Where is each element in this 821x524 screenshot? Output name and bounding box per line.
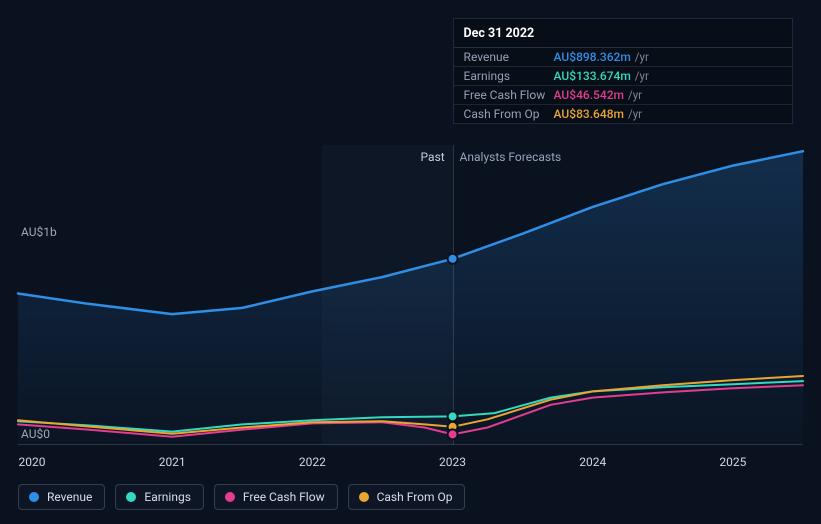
x-tick-2023: 2023: [439, 455, 466, 469]
legend-item-fcf[interactable]: Free Cash Flow: [214, 484, 338, 510]
x-tick-2025: 2025: [719, 455, 746, 469]
legend-item-earnings[interactable]: Earnings: [115, 484, 204, 510]
tooltip-value: AU$133.674m: [554, 69, 631, 83]
legend-dot-earnings: [126, 492, 136, 502]
tooltip-date: Dec 31 2022: [454, 19, 792, 48]
tooltip-row-fcf: Free Cash Flow AU$46.542m /yr: [454, 86, 792, 105]
legend-label-fcf: Free Cash Flow: [243, 490, 325, 504]
legend: Revenue Earnings Free Cash Flow Cash Fro…: [18, 484, 465, 510]
tooltip-row-earnings: Earnings AU$133.674m /yr: [454, 67, 792, 86]
tooltip-value: AU$46.542m: [554, 88, 624, 102]
tooltip-label: Revenue: [464, 50, 554, 64]
tooltip-value: AU$83.648m: [554, 107, 624, 121]
x-tick-2020: 2020: [19, 455, 46, 469]
tooltip-value: AU$898.362m: [554, 50, 631, 64]
tooltip-unit: /yr: [635, 50, 649, 64]
x-tick-2021: 2021: [159, 455, 186, 469]
tooltip-row-revenue: Revenue AU$898.362m /yr: [454, 48, 792, 67]
legend-item-revenue[interactable]: Revenue: [18, 484, 105, 510]
financials-chart: AU$1b AU$0 Past Analysts Forecasts 2020 …: [0, 0, 821, 524]
tooltip-unit: /yr: [628, 107, 642, 121]
tooltip-label: Cash From Op: [464, 107, 554, 121]
tooltip-unit: /yr: [628, 88, 642, 102]
tooltip-unit: /yr: [635, 69, 649, 83]
tooltip-label: Free Cash Flow: [464, 88, 554, 102]
legend-label-revenue: Revenue: [47, 490, 92, 504]
tooltip-row-cfo: Cash From Op AU$83.648m /yr: [454, 105, 792, 123]
x-tick-2022: 2022: [299, 455, 326, 469]
legend-label-cfo: Cash From Op: [377, 490, 453, 504]
legend-item-cfo[interactable]: Cash From Op: [348, 484, 466, 510]
legend-label-earnings: Earnings: [144, 490, 191, 504]
legend-dot-fcf: [225, 492, 235, 502]
legend-dot-revenue: [29, 492, 39, 502]
legend-dot-cfo: [359, 492, 369, 502]
x-tick-2024: 2024: [579, 455, 606, 469]
plot-canvas[interactable]: [18, 145, 803, 445]
hover-tooltip: Dec 31 2022 Revenue AU$898.362m /yr Earn…: [453, 18, 793, 124]
tooltip-label: Earnings: [464, 69, 554, 83]
